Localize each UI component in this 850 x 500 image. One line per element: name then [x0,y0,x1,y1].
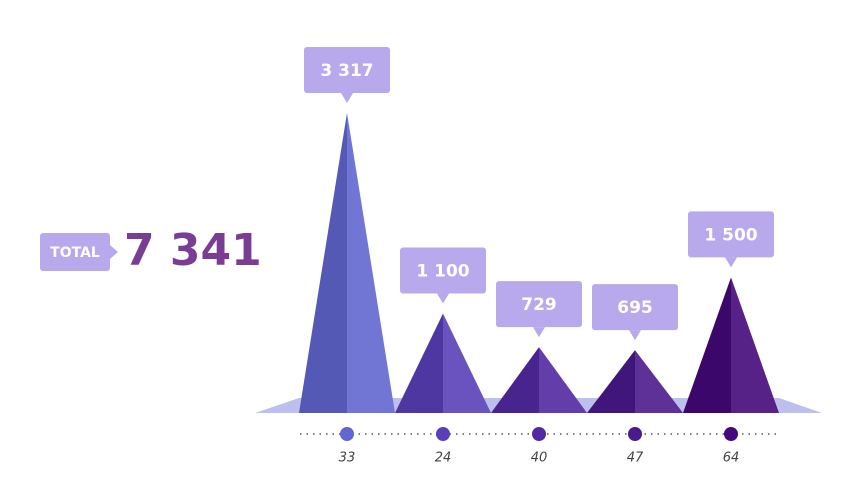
timeline-dot [436,427,450,441]
value-label: 1 500 [704,225,757,245]
pyramid-left-shade [299,113,347,413]
pyramid-right-light [635,350,683,413]
x-tick-label: 40 [531,451,548,466]
pyramid-right-face [635,350,683,413]
pyramid-left-shade [587,350,635,413]
value-callout-pointer [533,327,545,338]
pyramid-right-light [539,347,587,413]
value-callout [400,247,486,294]
value-callout-pointer [725,257,737,268]
pyramid-right-face [539,347,587,413]
value-label: 695 [617,298,653,318]
pyramid-right-face [443,313,491,413]
pyramid-right-light [347,113,395,413]
total-value: 7 341 [124,225,262,276]
pyramid-left-face [683,277,731,413]
value-callout [496,281,582,328]
pyramid [587,350,683,413]
value-label: 729 [521,295,557,315]
x-tick-label: 64 [723,451,740,466]
pyramid-right-light [443,313,491,413]
timeline-dot [724,427,738,441]
total-label: TOTAL [50,245,100,261]
pyramid-left-shade [491,347,539,413]
x-tick-label: 24 [435,451,452,466]
value-label: 1 100 [416,262,469,282]
pyramid [299,113,395,413]
total-badge-pointer [110,245,118,259]
pyramid-left-face [587,350,635,413]
pyramid-right-face [731,277,779,413]
timeline-dot [340,427,354,441]
pyramid-left-shade [683,277,731,413]
x-tick-label: 47 [627,451,644,466]
value-callout-pointer [341,93,353,103]
pyramid-left-face [299,113,347,413]
pyramid-right-face [347,113,395,413]
pyramid-left-face [491,347,539,413]
value-callout-pointer [437,293,449,304]
pyramid [683,277,779,413]
x-tick-label: 33 [339,451,356,466]
value-callout [688,211,774,258]
total-badge [40,233,110,271]
pyramid [395,313,491,413]
pyramid [491,347,587,413]
value-callout-pointer [629,330,641,341]
pyramid-left-shade [395,313,443,413]
value-callout [304,47,390,93]
pyramid-left-face [395,313,443,413]
value-callout [592,284,678,331]
value-label: 3 317 [320,61,373,81]
timeline-dot [628,427,642,441]
timeline-dot [532,427,546,441]
pyramid-right-light [731,277,779,413]
